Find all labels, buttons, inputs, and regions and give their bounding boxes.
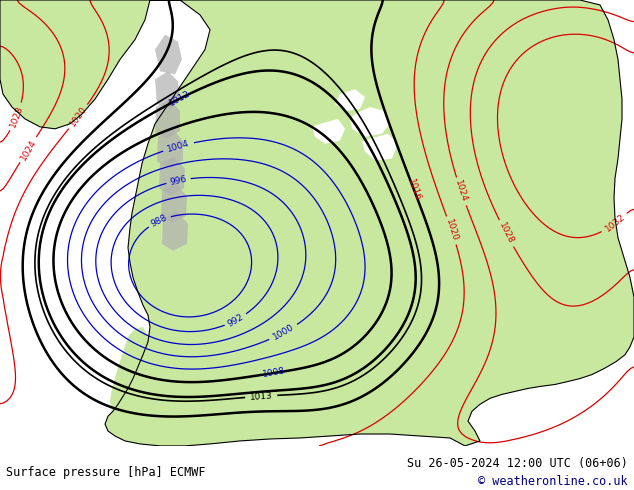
Text: © weatheronline.co.uk: © weatheronline.co.uk [478, 474, 628, 488]
Polygon shape [157, 129, 183, 169]
Polygon shape [155, 72, 180, 109]
Text: 992: 992 [226, 312, 245, 328]
Text: Surface pressure [hPa] ECMWF: Surface pressure [hPa] ECMWF [6, 466, 206, 479]
Text: 1020: 1020 [444, 218, 459, 243]
Text: 1028: 1028 [497, 221, 515, 245]
Text: 988: 988 [150, 213, 169, 229]
Text: 996: 996 [169, 174, 188, 187]
Text: 1024: 1024 [18, 138, 38, 162]
Text: 1020: 1020 [68, 105, 89, 129]
Polygon shape [159, 157, 185, 195]
Polygon shape [312, 119, 345, 144]
Polygon shape [162, 211, 188, 251]
Text: 1013: 1013 [249, 391, 273, 402]
Text: 1016: 1016 [406, 178, 422, 203]
Text: 1000: 1000 [271, 323, 295, 342]
Polygon shape [110, 327, 152, 416]
Text: 1024: 1024 [453, 179, 469, 204]
Polygon shape [350, 107, 390, 137]
Polygon shape [161, 183, 187, 223]
Text: 1012: 1012 [167, 89, 192, 108]
Text: 1008: 1008 [262, 367, 286, 379]
Polygon shape [335, 89, 365, 111]
Polygon shape [0, 0, 150, 129]
Text: Su 26-05-2024 12:00 UTC (06+06): Su 26-05-2024 12:00 UTC (06+06) [407, 457, 628, 470]
Polygon shape [105, 0, 634, 446]
Polygon shape [155, 99, 180, 139]
Text: 1004: 1004 [166, 139, 191, 154]
Polygon shape [155, 35, 182, 74]
Text: 1032: 1032 [603, 213, 626, 234]
Text: 1028: 1028 [8, 104, 25, 129]
Polygon shape [362, 134, 398, 161]
